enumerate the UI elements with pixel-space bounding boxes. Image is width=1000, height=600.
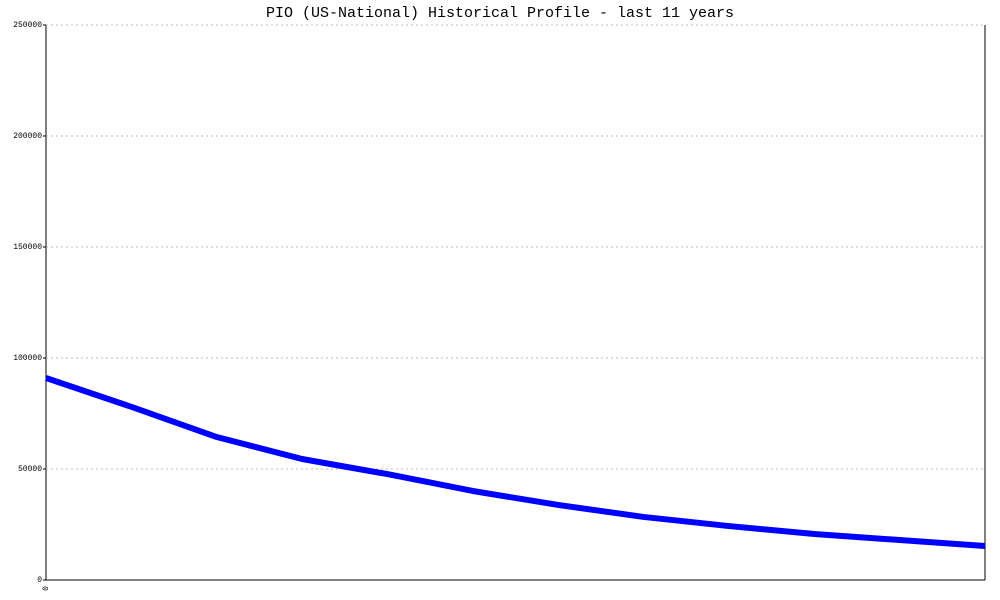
y-tick-label: 100000 (13, 354, 42, 363)
y-tick-label: 0 (37, 576, 42, 585)
y-tick-label: 200000 (13, 132, 42, 141)
data-line (45, 375, 986, 550)
y-tick-label: 250000 (13, 21, 42, 30)
y-tick-label: 150000 (13, 243, 42, 252)
y-tick-label: 50000 (18, 465, 42, 474)
chart-title: PIO (US-National) Historical Profile - l… (266, 5, 734, 22)
x-tick-label: 0 (42, 586, 51, 591)
